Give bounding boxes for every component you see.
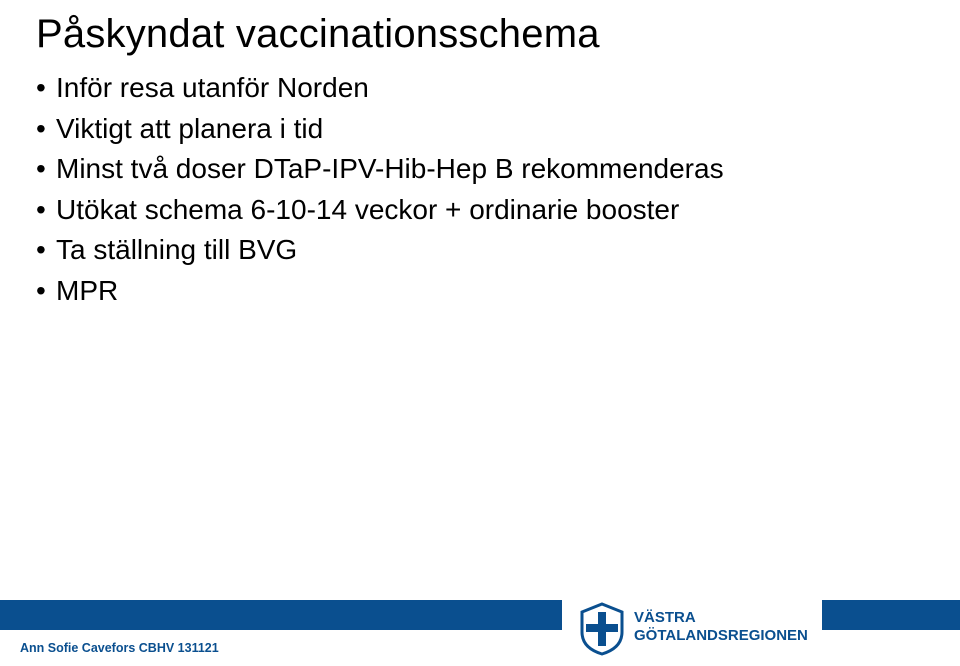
list-item: Inför resa utanför Norden xyxy=(36,68,724,109)
list-item: Minst två doser DTaP-IPV-Hib-Hep B rekom… xyxy=(36,149,724,190)
list-item: Ta ställning till BVG xyxy=(36,230,724,271)
footer-text: Ann Sofie Cavefors CBHV 131121 xyxy=(20,641,219,655)
bullet-list: Inför resa utanför Norden Viktigt att pl… xyxy=(36,68,724,312)
page-title: Påskyndat vaccinationsschema xyxy=(36,12,600,57)
logo-line2: GÖTALANDSREGIONEN xyxy=(634,627,808,644)
list-item: Utökat schema 6-10-14 veckor + ordinarie… xyxy=(36,190,724,231)
vgr-logo: VÄSTRA GÖTALANDSREGIONEN xyxy=(572,596,812,658)
list-item: MPR xyxy=(36,271,724,312)
logo-line1: VÄSTRA xyxy=(634,609,696,626)
slide: Påskyndat vaccinationsschema Inför resa … xyxy=(0,0,960,666)
list-item: Viktigt att planera i tid xyxy=(36,109,724,150)
